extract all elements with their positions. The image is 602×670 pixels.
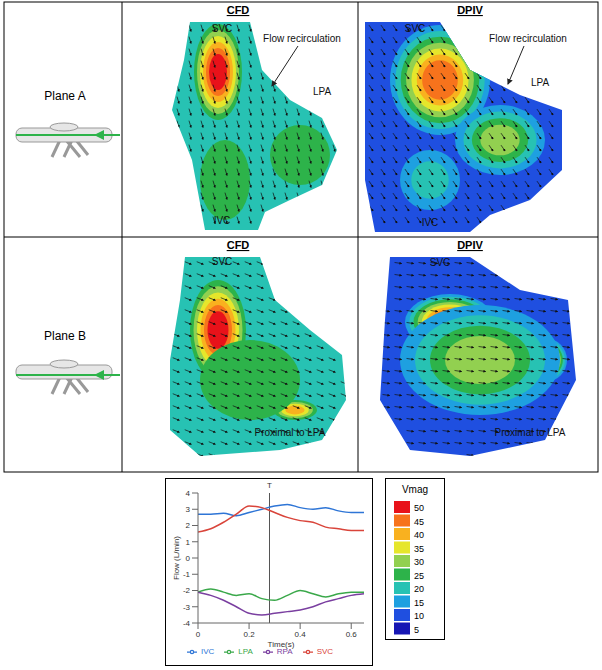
svg-text:-1: -1 (183, 570, 191, 579)
html-text:RPA: RPA (276, 647, 293, 657)
svg-text:5: 5 (414, 625, 419, 635)
svg-text:3: 3 (186, 505, 191, 514)
svg-text:SVC: SVC (212, 23, 233, 34)
svg-text:IVC: IVC (422, 217, 439, 228)
svg-text:0.4: 0.4 (295, 630, 307, 639)
html-text:SVC: SVC (316, 647, 334, 657)
svg-text:0: 0 (186, 554, 191, 563)
svg-text:10: 10 (414, 611, 424, 621)
svg-text:Flow recirculation: Flow recirculation (489, 33, 567, 44)
svg-text:0.2: 0.2 (244, 630, 256, 639)
svg-text:0.6: 0.6 (346, 630, 358, 639)
svg-text:20: 20 (414, 584, 424, 594)
svg-text:35: 35 (414, 544, 424, 554)
svg-text:SVC: SVC (212, 256, 233, 267)
svg-text:2: 2 (186, 521, 191, 530)
svg-text:IVC: IVC (214, 215, 231, 226)
svg-text:CFD: CFD (227, 239, 250, 251)
svg-text:Plane B: Plane B (44, 329, 86, 343)
svg-text:T: T (267, 481, 272, 490)
svg-text:15: 15 (414, 598, 424, 608)
svg-text:25: 25 (414, 571, 424, 581)
svg-text:0: 0 (196, 630, 201, 639)
svg-text:40: 40 (414, 530, 424, 540)
svg-text:Proximal to LPA: Proximal to LPA (255, 427, 326, 438)
svg-text:LPA: LPA (313, 86, 331, 97)
svg-text:SVC: SVC (405, 23, 426, 34)
svg-text:50: 50 (414, 503, 424, 513)
svg-text:Time(s): Time(s) (268, 640, 295, 649)
svg-text:Proximal to LPA: Proximal to LPA (495, 427, 566, 438)
svg-text:-3: -3 (183, 603, 191, 612)
svg-text:45: 45 (414, 517, 424, 527)
svg-text:30: 30 (414, 557, 424, 567)
html-text:IVC: IVC (200, 647, 215, 657)
svg-text:1: 1 (186, 538, 191, 547)
svg-text:4: 4 (186, 489, 191, 498)
svg-text:-4: -4 (183, 619, 191, 628)
svg-text:SVC: SVC (430, 257, 451, 268)
svg-text:Flow recirculation: Flow recirculation (263, 33, 341, 44)
svg-text:LPA: LPA (531, 77, 549, 88)
svg-text:DPIV: DPIV (457, 239, 483, 251)
svg-text:Plane A: Plane A (44, 89, 85, 103)
svg-text:Flow (L/min): Flow (L/min) (172, 536, 181, 580)
svg-text:CFD: CFD (227, 4, 250, 16)
svg-text:DPIV: DPIV (457, 4, 483, 16)
svg-text:-2: -2 (183, 586, 191, 595)
svg-text:Vmag: Vmag (402, 484, 428, 495)
html-text:LPA: LPA (238, 647, 253, 657)
